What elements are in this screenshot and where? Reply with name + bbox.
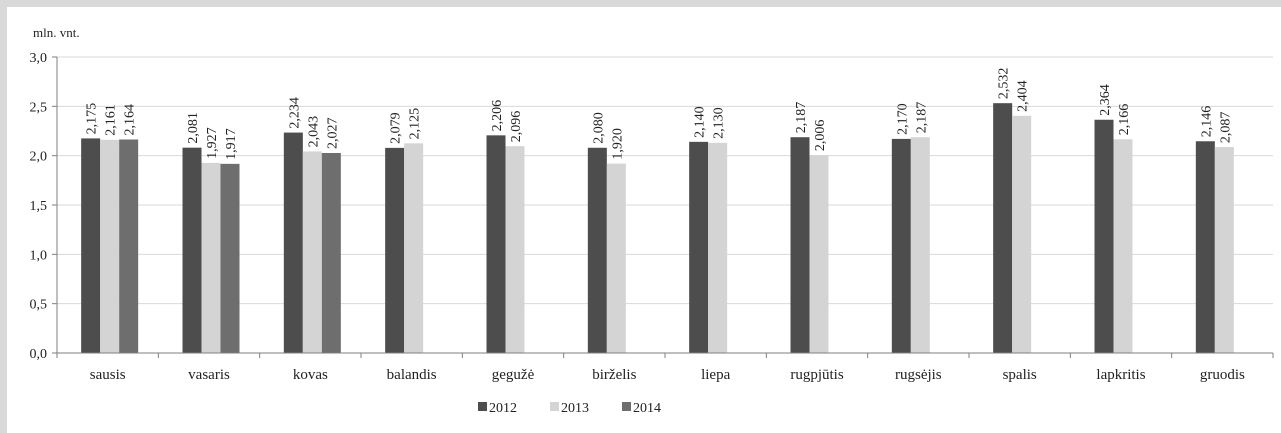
data-label: 2,087 bbox=[1218, 112, 1233, 144]
bar bbox=[505, 146, 525, 353]
data-label: 2,080 bbox=[591, 112, 606, 144]
x-category-label: gegužė bbox=[492, 367, 535, 383]
bar bbox=[404, 143, 424, 353]
data-label: 2,404 bbox=[1016, 80, 1031, 112]
bar bbox=[910, 137, 930, 353]
bar bbox=[689, 141, 709, 353]
data-label: 2,027 bbox=[325, 118, 340, 150]
bars: 2,175 2,161 2,164 2,081 1,927 1,917 2,234 2,043… bbox=[81, 68, 1234, 354]
legend: 2012 2013 2014 bbox=[478, 401, 661, 416]
data-label: 2,170 bbox=[895, 103, 910, 135]
bar bbox=[1195, 141, 1215, 353]
bar bbox=[182, 147, 202, 353]
bar bbox=[587, 147, 607, 353]
x-category-label: sausis bbox=[90, 367, 126, 383]
x-category-label: kovas bbox=[293, 367, 328, 383]
bar bbox=[486, 135, 506, 353]
data-label: 2,175 bbox=[85, 103, 100, 135]
data-label: 2,164 bbox=[123, 104, 138, 136]
data-label: 2,140 bbox=[693, 106, 708, 138]
x-category-label: spalis bbox=[1003, 367, 1037, 383]
data-label: 2,043 bbox=[306, 116, 321, 148]
data-label: 2,006 bbox=[813, 120, 828, 152]
x-category-label: lapkritis bbox=[1096, 367, 1145, 383]
data-label: 2,166 bbox=[1117, 104, 1132, 136]
data-label: 2,206 bbox=[490, 100, 505, 132]
y-tick-label: 2,5 bbox=[30, 100, 48, 115]
gridlines bbox=[57, 56, 1273, 305]
data-label: 2,081 bbox=[186, 112, 201, 144]
bar bbox=[302, 151, 322, 353]
legend-label: 2013 bbox=[561, 401, 589, 416]
data-label: 2,130 bbox=[712, 107, 727, 139]
data-label: 2,096 bbox=[509, 111, 524, 143]
bar bbox=[220, 163, 240, 353]
bar bbox=[1214, 147, 1234, 353]
x-axis: sausis vasaris kovas balandis gegužė birželis… bbox=[56, 352, 1274, 383]
bar bbox=[100, 139, 120, 353]
bar bbox=[1012, 115, 1032, 354]
x-category-label: balandis bbox=[387, 367, 437, 383]
data-label: 2,234 bbox=[287, 97, 302, 129]
data-label: 2,364 bbox=[1098, 84, 1113, 116]
data-label: 2,146 bbox=[1199, 106, 1214, 138]
bar bbox=[385, 147, 405, 353]
data-label: 2,125 bbox=[408, 108, 423, 140]
legend-label: 2014 bbox=[633, 401, 661, 416]
legend-swatch bbox=[622, 402, 631, 411]
x-category-label: liepa bbox=[701, 367, 730, 383]
x-category-label: rugpjūtis bbox=[790, 367, 843, 383]
data-label: 2,079 bbox=[389, 112, 404, 144]
bar bbox=[1094, 119, 1114, 353]
bar bbox=[321, 153, 341, 353]
x-category-label: birželis bbox=[592, 367, 636, 383]
bar bbox=[809, 155, 829, 353]
bar bbox=[119, 139, 139, 353]
bar bbox=[993, 103, 1013, 354]
y-tick-label: 0,5 bbox=[30, 298, 48, 313]
bar bbox=[708, 142, 728, 353]
data-label: 2,187 bbox=[914, 102, 929, 134]
y-tick-label: 3,0 bbox=[30, 51, 48, 66]
data-label: 2,532 bbox=[997, 68, 1012, 100]
bar bbox=[1113, 139, 1133, 353]
bar bbox=[81, 138, 101, 353]
legend-swatch bbox=[550, 402, 559, 411]
y-tick-label: 1,0 bbox=[30, 248, 48, 263]
x-category-label: rugsėjis bbox=[895, 367, 942, 383]
data-label: 1,927 bbox=[205, 127, 220, 159]
data-label: 2,161 bbox=[104, 104, 119, 135]
y-axis: 0,0 0,5 1,0 1,5 2,0 2,5 3,0 bbox=[30, 51, 58, 362]
y-tick-label: 1,5 bbox=[30, 199, 48, 214]
legend-label: 2012 bbox=[489, 401, 517, 416]
x-category-label: vasaris bbox=[188, 367, 230, 383]
bar bbox=[606, 163, 626, 353]
data-label: 2,187 bbox=[794, 102, 809, 134]
bar bbox=[283, 132, 303, 353]
bar bbox=[201, 162, 221, 353]
bar bbox=[790, 137, 810, 353]
y-tick-label: 2,0 bbox=[30, 150, 48, 165]
data-label: 1,917 bbox=[224, 128, 239, 160]
y-tick-label: 0,0 bbox=[30, 347, 48, 362]
x-category-label: gruodis bbox=[1200, 367, 1245, 383]
bar bbox=[891, 138, 911, 353]
legend-swatch bbox=[478, 402, 487, 411]
data-label: 1,920 bbox=[610, 128, 625, 160]
unit-label: mln. vnt. bbox=[33, 25, 80, 40]
